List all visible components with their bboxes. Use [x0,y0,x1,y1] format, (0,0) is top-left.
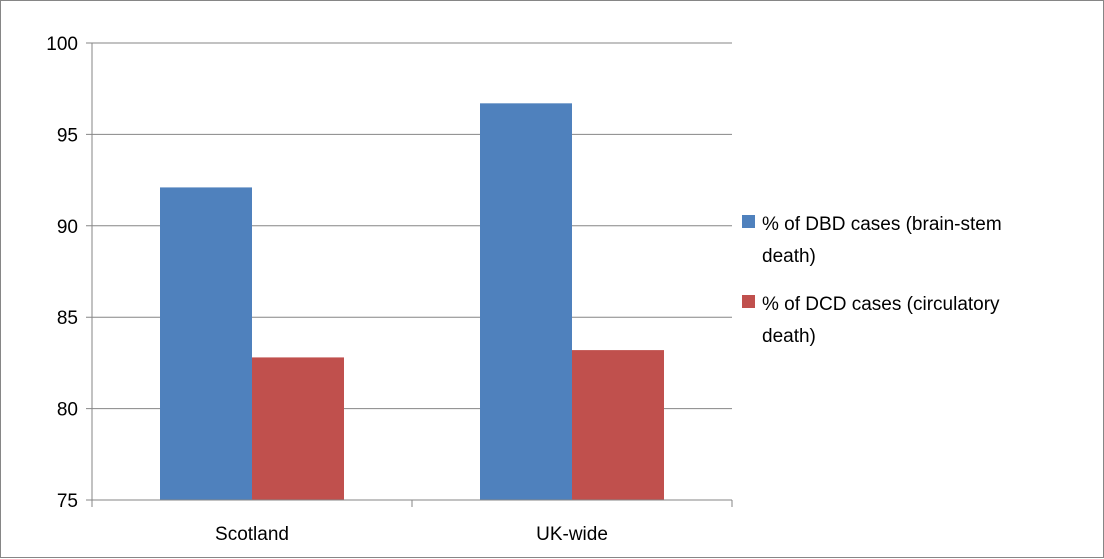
bar-dcd-scotland [252,357,344,500]
x-category-label: Scotland [215,524,289,545]
legend-label: % of DBD cases (brain-stem [762,214,1002,235]
x-category-label: UK-wide [536,524,608,545]
bar-dcd-uk-wide [572,350,664,500]
legend-label: death) [762,246,816,267]
y-tick-label: 95 [57,125,78,146]
legend-swatch [742,295,755,308]
y-tick-label: 90 [57,217,78,238]
bar-dbd-scotland [160,187,252,501]
legend-label: death) [762,326,816,347]
bar-dbd-uk-wide [480,103,572,500]
legend-label: % of DCD cases (circulatory [762,294,1000,315]
legend-swatch [742,215,755,228]
y-tick-label: 80 [57,400,78,421]
y-tick-label: 100 [46,34,78,55]
y-tick-label: 75 [57,491,78,512]
y-tick-label: 85 [57,308,78,329]
